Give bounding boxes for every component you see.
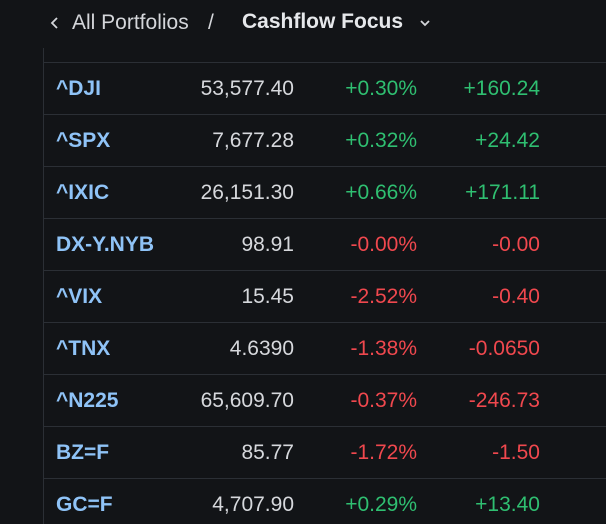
symbol-cell: ^SPX	[56, 129, 111, 152]
change-cell: -1.50	[492, 441, 540, 464]
change-cell: +171.11	[465, 181, 540, 204]
breadcrumb-separator: /	[208, 11, 214, 34]
price-cell: 4.6390	[229, 337, 294, 360]
table-row[interactable]: ^DJI 53,577.40 +0.30% +160.24	[44, 63, 606, 115]
symbol-cell: ^N225	[56, 389, 119, 412]
table-row[interactable]: DX-Y.NYB 98.91 -0.00% -0.00	[44, 219, 606, 271]
change-percent-cell: +0.29%	[345, 493, 417, 516]
symbol-cell: DX-Y.NYB	[56, 233, 155, 256]
change-percent-cell: -2.52%	[350, 285, 417, 308]
price-cell: 98.91	[241, 233, 294, 256]
quotes-table	[43, 48, 606, 524]
change-cell: -0.0650	[468, 337, 540, 360]
change-percent-cell: -1.72%	[350, 441, 417, 464]
symbol-cell: BZ=F	[56, 441, 110, 464]
change-percent-cell: +0.32%	[345, 129, 417, 152]
change-percent-cell: -0.37%	[350, 389, 417, 412]
price-cell: 26,151.30	[200, 181, 294, 204]
breadcrumb-parent-link[interactable]: All Portfolios	[72, 11, 189, 34]
price-cell: 15.45	[241, 285, 294, 308]
change-cell: +160.24	[463, 77, 541, 100]
change-percent-cell: +0.66%	[345, 181, 417, 204]
table-row[interactable]: BZ=F 85.77 -1.72% -1.50	[44, 427, 606, 479]
change-percent-cell: -1.38%	[350, 337, 417, 360]
chevron-down-icon[interactable]	[418, 16, 432, 30]
symbol-cell: ^TNX	[56, 337, 111, 360]
change-percent-cell: -0.00%	[350, 233, 417, 256]
table-divider	[43, 62, 606, 63]
symbol-cell: ^VIX	[56, 285, 103, 308]
change-percent-cell: +0.30%	[345, 77, 417, 100]
price-cell: 4,707.90	[212, 493, 294, 516]
symbol-cell: ^DJI	[56, 77, 101, 100]
table-row[interactable]: ^TNX 4.6390 -1.38% -0.0650	[44, 323, 606, 375]
table-row[interactable]: ^VIX 15.45 -2.52% -0.40	[44, 271, 606, 323]
breadcrumb: All Portfolios / Cashflow Focus	[0, 0, 606, 48]
symbol-cell: ^IXIC	[56, 181, 110, 204]
change-cell: -0.40	[492, 285, 540, 308]
portfolio-selector[interactable]: Cashflow Focus	[242, 10, 404, 33]
price-cell: 7,677.28	[212, 129, 294, 152]
change-cell: +13.40	[475, 493, 540, 516]
change-cell: +24.42	[475, 129, 540, 152]
price-cell: 85.77	[241, 441, 294, 464]
chevron-left-icon[interactable]	[48, 12, 62, 34]
table-row[interactable]: GC=F 4,707.90 +0.29% +13.40	[44, 479, 606, 524]
table-row[interactable]: ^IXIC 26,151.30 +0.66% +171.11	[44, 167, 606, 219]
price-cell: 53,577.40	[200, 77, 294, 100]
change-cell: -0.00	[492, 233, 540, 256]
table-row[interactable]: ^SPX 7,677.28 +0.32% +24.42	[44, 115, 606, 167]
price-cell: 65,609.70	[200, 389, 294, 412]
change-cell: -246.73	[468, 389, 540, 412]
table-row[interactable]: ^N225 65,609.70 -0.37% -246.73	[44, 375, 606, 427]
symbol-cell: GC=F	[56, 493, 113, 516]
